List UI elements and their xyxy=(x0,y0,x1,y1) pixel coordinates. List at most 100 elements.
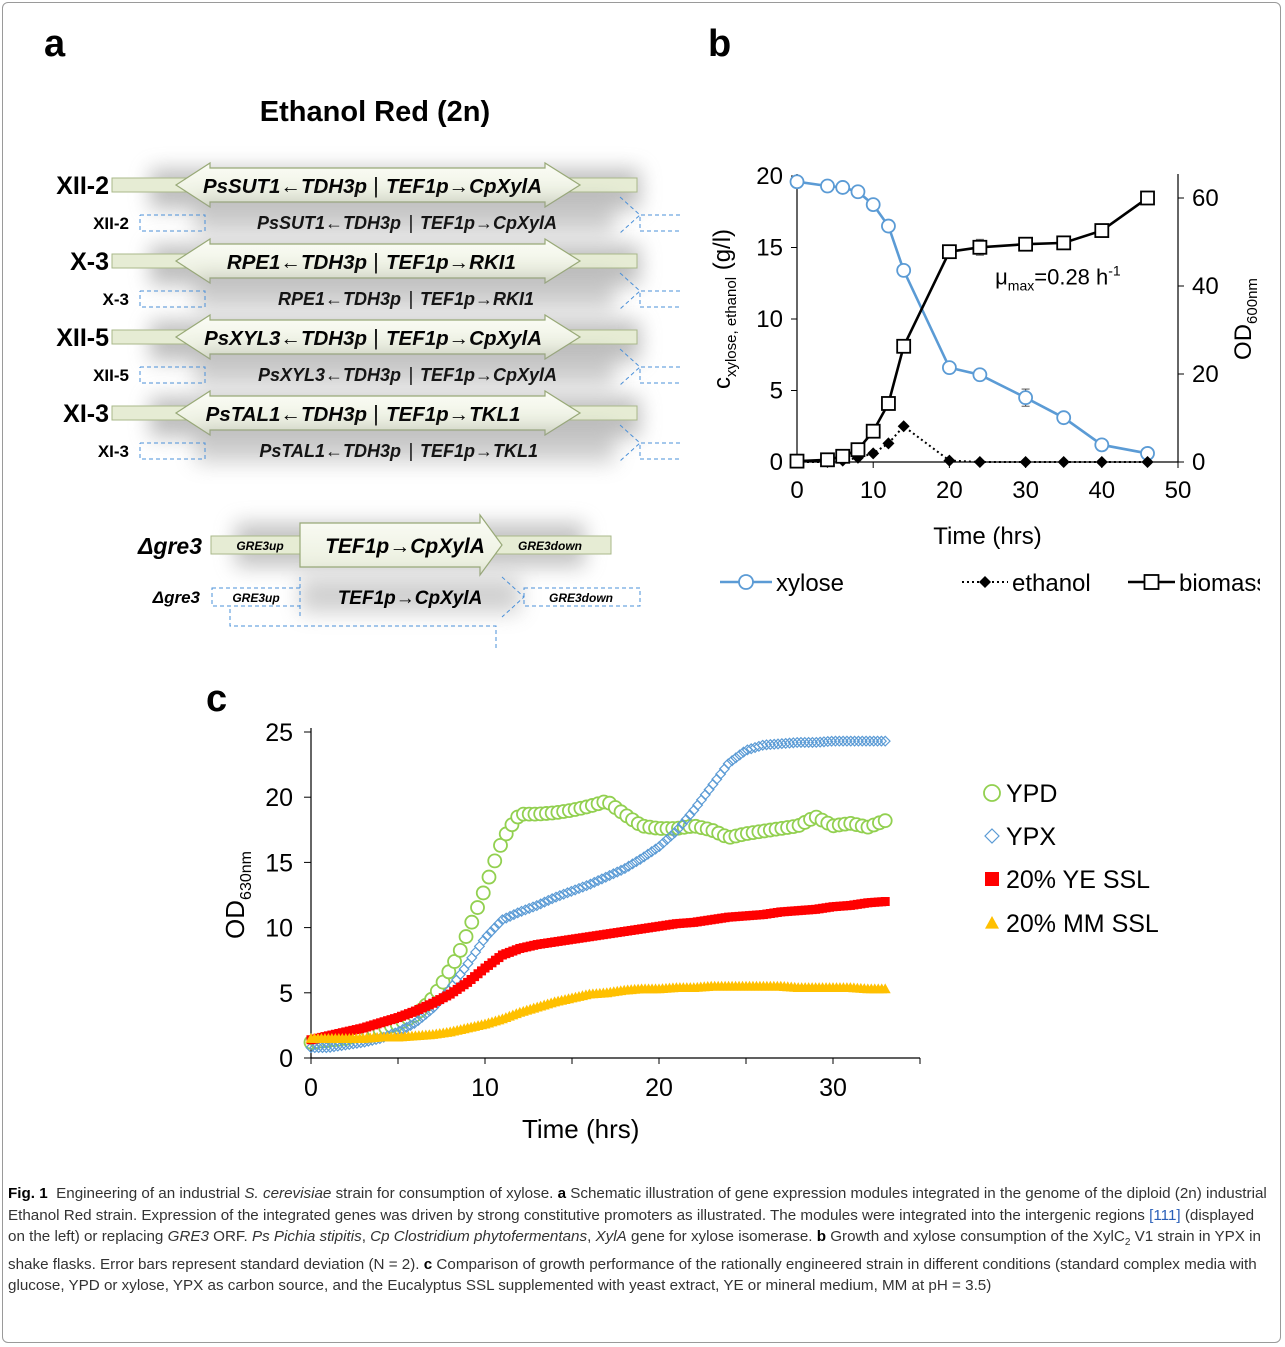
series-ypd xyxy=(303,794,893,1050)
allele-right-genes: TEF1p→TKL1 xyxy=(420,441,538,461)
gene-module-allele-2: X-3 RPE1←TDH3p | TEF1p→RKI1 xyxy=(103,272,680,311)
data-point xyxy=(561,887,574,899)
data-point xyxy=(789,453,805,469)
gre3-allele-down-label: GRE3down xyxy=(549,591,613,605)
data-point xyxy=(458,929,474,944)
data-point xyxy=(835,180,851,195)
gre3-locus-label: Δgre3 xyxy=(137,533,202,559)
y-tick-label: 5 xyxy=(279,980,293,1008)
data-point xyxy=(726,755,738,767)
data-point xyxy=(508,908,520,921)
data-point xyxy=(665,830,677,842)
data-point xyxy=(404,1019,417,1031)
data-point xyxy=(531,899,543,912)
data-point xyxy=(672,822,685,835)
allele-locus-label: X-3 xyxy=(103,290,129,309)
data-point xyxy=(458,963,470,975)
allele-locus-label: XI-3 xyxy=(98,442,129,461)
data-point xyxy=(493,837,508,853)
allele-box-right xyxy=(639,290,680,308)
caption-fig-label: Fig. 1 xyxy=(8,1185,48,1202)
data-point xyxy=(309,1041,321,1054)
data-point xyxy=(496,914,509,926)
data-point xyxy=(822,735,834,748)
caption-reference-link[interactable]: [111] xyxy=(1149,1206,1181,1224)
data-point xyxy=(473,940,486,953)
data-point xyxy=(864,735,876,747)
data-point xyxy=(669,827,681,839)
data-point xyxy=(642,848,654,860)
series-xylose xyxy=(789,174,1155,461)
data-point xyxy=(464,914,480,930)
allele-chevron xyxy=(619,424,641,462)
panel-label-b: b xyxy=(708,23,732,65)
data-point xyxy=(573,882,585,895)
data-point xyxy=(1141,456,1154,468)
caption-species: S. cerevisiae xyxy=(244,1185,332,1202)
series-20--ye-ssl xyxy=(306,897,890,1045)
data-point xyxy=(584,878,597,890)
data-point xyxy=(941,360,957,376)
chart-c-legend: YPD YPX 20% YE SSL 20% MM SSL xyxy=(983,780,1159,938)
data-point xyxy=(875,735,888,747)
data-point xyxy=(661,833,673,846)
data-point xyxy=(734,749,746,761)
module-left-genes: RPE1←TDH3p xyxy=(227,251,367,274)
data-point xyxy=(983,784,1001,802)
gre3-arrow xyxy=(299,513,503,577)
data-point xyxy=(1057,456,1070,468)
data-point xyxy=(835,448,851,464)
allele-box-right xyxy=(639,442,680,460)
data-point xyxy=(519,904,532,916)
data-point xyxy=(466,952,478,964)
locus-label: XI-3 xyxy=(63,400,109,428)
gene-module-allele-2: XII-2 PsSUT1←TDH3p | TEF1p→CpXylA xyxy=(93,196,680,235)
legend-item: ethanol xyxy=(962,570,1091,597)
data-point xyxy=(515,905,528,917)
data-point xyxy=(852,735,865,747)
data-point xyxy=(799,736,811,749)
data-point xyxy=(1140,190,1155,206)
data-point xyxy=(600,871,612,883)
module-right-genes: TEF1p→TKL1 xyxy=(386,403,520,426)
allele-shadow xyxy=(195,353,615,387)
series-20--mm-ssl xyxy=(305,980,891,1043)
data-point xyxy=(848,735,861,747)
data-point xyxy=(542,894,554,907)
y-axis-label-unit: (g/l) xyxy=(709,229,736,277)
data-point xyxy=(881,218,896,234)
data-point xyxy=(408,1017,421,1029)
chart-c: 0 5 10 15 20 25 0 10 20 30 Time (hrs) OD630nm YPD YPX… xyxy=(220,719,1159,1144)
data-point xyxy=(412,1014,424,1027)
caption-species: Ps Pichia stipitis xyxy=(251,1228,362,1245)
data-point xyxy=(1094,437,1110,453)
allele-right-genes: TEF1p→CpXylA xyxy=(420,365,557,385)
legend-label: ethanol xyxy=(1012,570,1091,597)
data-point xyxy=(856,735,868,747)
data-point xyxy=(580,879,593,892)
data-point xyxy=(462,957,474,970)
y-tick-label: 0 xyxy=(279,1045,293,1073)
caption-text: Engineering of an industrial xyxy=(56,1185,245,1202)
legend-label: 20% MM SSL xyxy=(1006,910,1159,938)
data-point xyxy=(1018,390,1034,406)
data-point xyxy=(1095,456,1108,468)
data-point xyxy=(557,888,570,900)
data-point xyxy=(738,574,754,590)
data-point xyxy=(871,735,884,747)
data-point xyxy=(477,934,489,947)
legend-item: YPD xyxy=(983,780,1057,808)
data-point xyxy=(795,736,807,749)
data-point xyxy=(554,890,566,902)
x-tick-label: 30 xyxy=(1012,477,1039,504)
module-separator: | xyxy=(373,249,379,274)
data-point xyxy=(504,910,516,922)
module-separator: | xyxy=(373,325,379,350)
data-point xyxy=(487,853,503,869)
schematic-title: Ethanol Red (2n) xyxy=(260,96,490,128)
x-tick-label: 50 xyxy=(1165,477,1192,504)
mu-max-annotation: μmax=0.28 h-1 xyxy=(995,263,1121,294)
y2-tick-label: 60 xyxy=(1192,185,1219,212)
data-point xyxy=(500,912,512,924)
